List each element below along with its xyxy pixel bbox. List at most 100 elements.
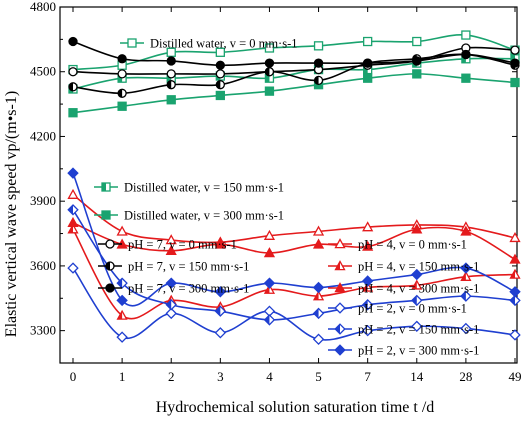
data-point [117,88,127,98]
data-point [361,275,374,287]
series-line [72,57,516,90]
series-2 [68,69,520,118]
data-point [412,56,422,66]
legend-label: Distilled water, v = 150 mm·s-1 [124,181,284,195]
data-point [460,322,472,335]
data-point [509,286,521,298]
series-line [72,267,516,341]
x-tick-label: 4 [266,369,273,384]
legend-marker [101,182,111,192]
data-point [460,225,472,236]
data-point [313,58,324,68]
data-point [214,327,227,339]
x-tick-label: 49 [509,369,522,384]
data-point [117,54,127,64]
legend-label: pH = 7, v = 150 mm·s-1 [128,260,249,274]
data-point [67,167,79,179]
y-tick-label: 3900 [30,193,56,208]
data-point [166,56,176,66]
data-point [67,262,79,274]
y-tick-label: 4800 [30,0,56,14]
data-point [461,30,471,40]
data-point [215,60,225,70]
y-tick-label: 3600 [30,258,56,273]
x-axis-title: Hydrochemical solution saturation time t… [156,399,435,416]
series-line [72,228,516,320]
data-point [263,229,276,240]
axes: 0 1 2 3 4 5 7 14 28 49 3300 3600 3900 4200 4500 4800 [30,0,522,384]
plot-frame [59,6,518,364]
data-point [263,277,276,289]
data-point [215,90,225,101]
data-point [363,73,373,83]
data-point [264,67,275,77]
data-point [67,188,79,199]
data-point [166,80,176,90]
legend-item: pH = 7, v = 150 mm·s-1 [98,260,249,274]
data-point [116,277,128,289]
data-point [312,290,325,301]
series-layer [67,30,521,345]
data-point [116,294,128,307]
legend-marker [105,283,115,293]
data-point [509,268,521,279]
data-point [264,43,275,53]
data-point [165,277,177,289]
series-line [72,194,516,244]
legend-marker [334,238,346,249]
legend-marker [334,344,346,356]
series-line [72,209,516,321]
series-11 [67,167,521,307]
data-point [362,221,374,232]
data-point [510,58,520,68]
data-point [312,281,325,294]
legend-label: Distilled water, v = 300 mm·s-1 [124,209,284,223]
legend-label: pH = 2, v = 300 mm·s-1 [358,344,479,358]
legend-item: pH = 7, v = 0 mm·s-1 [98,238,237,252]
legend-marker [127,38,137,48]
series-10 [67,204,521,326]
data-point [312,307,325,320]
data-point [312,225,325,236]
data-point [363,58,373,68]
legend-item: pH = 7, v = 300 mm·s-1 [98,282,249,296]
legend: Distilled water, v = 0 mm·s-1 Distilled w… [94,37,479,358]
data-point [460,270,472,281]
legend-marker [101,210,111,220]
data-point [460,290,472,302]
x-tick-label: 1 [119,369,126,384]
x-tick-label: 0 [70,369,77,384]
data-point [412,69,422,79]
data-point [411,223,423,234]
legend-item: Distilled water, v = 0 mm·s-1 [120,37,298,51]
series-0 [68,30,520,75]
data-point [215,47,225,57]
series-line [72,53,516,95]
x-tick-label: 5 [315,369,322,384]
data-point [263,283,276,294]
x-tick-label: 14 [410,369,424,384]
data-point [461,73,471,83]
series-9 [67,262,521,345]
data-point [411,268,423,281]
data-point [214,286,227,298]
data-point [361,324,374,337]
data-point [313,41,324,51]
data-point [412,36,422,47]
data-point [411,320,423,333]
data-point [116,331,128,343]
legend-marker [334,323,346,335]
data-point [361,299,374,311]
data-point [411,294,423,307]
x-tick-label: 2 [168,369,175,384]
series-5 [68,36,520,70]
data-point [166,95,176,105]
data-point [116,225,128,236]
series-line [72,172,516,307]
legend-label: Distilled water, v = 0 mm·s-1 [150,37,298,51]
data-point [461,49,471,60]
legend-item: Distilled water, v = 150 mm·s-1 [94,181,284,195]
data-point [68,108,78,118]
data-point [509,253,521,264]
